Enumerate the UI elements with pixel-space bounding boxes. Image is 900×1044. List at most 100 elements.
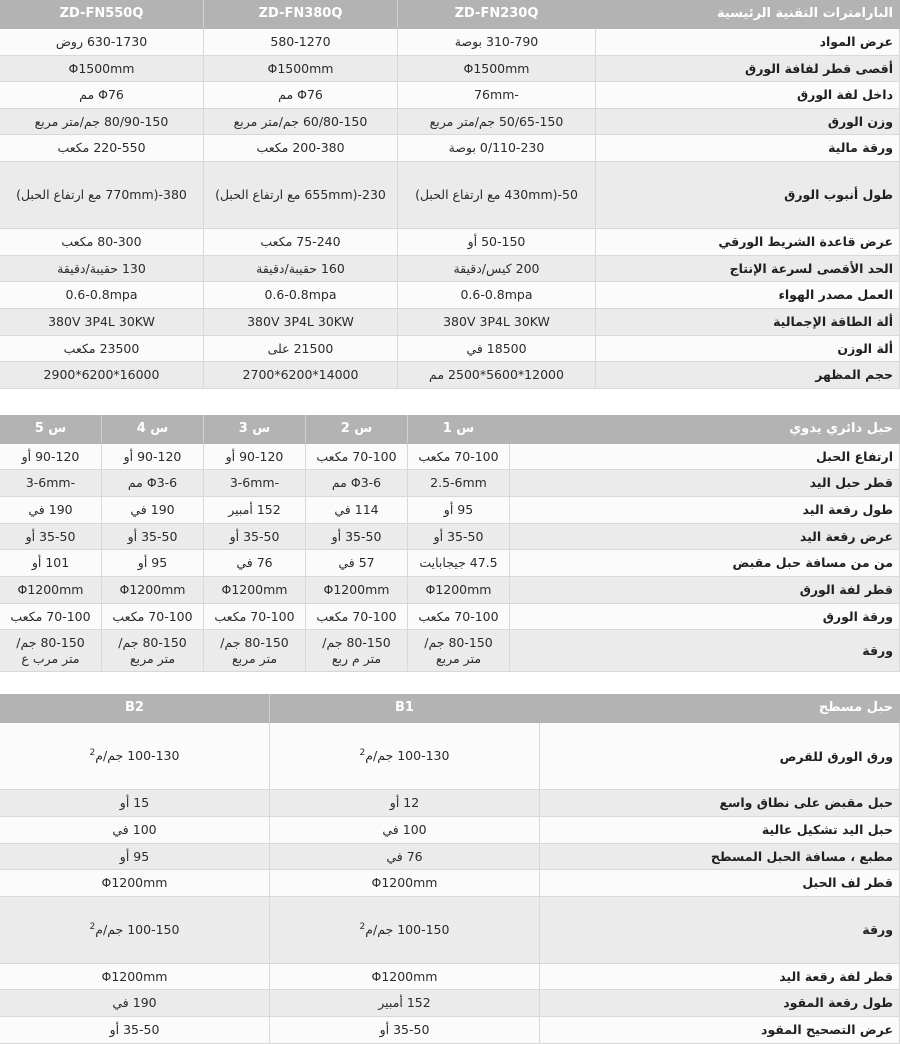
row-value-2: -3-6mm — [203, 469, 306, 497]
table2-header-col-2: س 3 — [203, 414, 306, 444]
row-value-1: 95 أو — [0, 842, 270, 871]
table2-header-col-1: س 2 — [305, 414, 408, 444]
table-row: قطر حبل اليد 2.5-6mm Φ3-6 مم -3-6mm Φ3-6 مم -… — [0, 469, 900, 497]
row-value-0: 70-100 مكعب — [407, 442, 510, 471]
row-value-0: 380V 3P4L 30KW — [397, 307, 596, 336]
row-label: قطر لفة رقعة اليد — [539, 962, 900, 991]
row-value-4: -3-6mm — [0, 469, 102, 497]
table-row: ورقة 80-150 جم/متر مربع 80-150 جم/متر م رب… — [0, 629, 900, 673]
row-value-0: 70-100 مكعب — [407, 602, 510, 631]
row-label: ألة الطاقة الإجمالية — [595, 307, 900, 336]
table-header: البارامترات التقنية الرئيسية ZD-FN230Q Z… — [0, 0, 900, 29]
row-value-0: 100-130 جم/م2 — [269, 722, 540, 791]
row-value-1: 100-130 جم/م2 — [0, 722, 270, 791]
row-value-2: 23500 مكعب — [0, 334, 204, 363]
table-gap-2 — [0, 672, 900, 694]
row-label: العمل مصدر الهواء — [595, 281, 900, 309]
row-value-2: 0.6-0.8mpa — [0, 281, 204, 309]
row-value-0: 95 أو — [407, 496, 510, 524]
row-value-4: 35-50 أو — [0, 522, 102, 551]
row-value-0: 152 أمبير — [269, 989, 540, 1018]
row-label: عرض رقعة اليد — [509, 522, 900, 551]
table-row: عرض قاعدة الشريط الورقي 50-150 أو 75-240 م… — [0, 228, 900, 256]
table-row: عرض رقعة اليد 35-50 أو 35-50 أو 35-50 أو 35-… — [0, 522, 900, 551]
row-label: قطر حبل اليد — [509, 469, 900, 497]
table-flat-handle-rope: حبل مسطح B1 B2 ورق الورق للقرص 100-130 جم… — [0, 694, 900, 1044]
table1-header-col-0: ZD-FN230Q — [397, 0, 596, 29]
row-value-1: 190 في — [0, 989, 270, 1018]
table3-header-label: حبل مسطح — [539, 694, 900, 724]
row-value-1: 200-380 مكعب — [203, 134, 398, 163]
row-value-1: Φ3-6 مم — [305, 469, 408, 497]
table3-body: ورق الورق للقرص 100-130 جم/م2 100-130 جم/م… — [0, 722, 900, 1044]
row-value-0: Φ1500mm — [397, 54, 596, 83]
row-label: عرض التصحيح المقود — [539, 1016, 900, 1044]
row-value-0: 80-150 جم/متر مربع — [407, 629, 510, 673]
table3-header-col-0: B1 — [269, 694, 540, 724]
row-value-2: 220-550 مكعب — [0, 134, 204, 163]
row-value-1: Φ1200mm — [0, 962, 270, 991]
row-value-1: 580-1270 — [203, 27, 398, 56]
row-value-2: 16000*6200*2900 — [0, 361, 204, 389]
table-header: حبل مسطح B1 B2 — [0, 694, 900, 724]
table-row: ارتفاع الحبل 70-100 مكعب 70-100 مكعب 90-120… — [0, 442, 900, 471]
row-value-2: Φ1200mm — [203, 575, 306, 604]
row-value-0: 47.5 جيجابايت — [407, 549, 510, 577]
table-row: مطبع ، مسافة الحبل المسطح 76 في 95 أو — [0, 842, 900, 871]
table-row: قطر لفة رقعة اليد Φ1200mm Φ1200mm — [0, 962, 900, 991]
row-label: قطر لف الحبل — [539, 869, 900, 897]
row-value-1: 35-50 أو — [305, 522, 408, 551]
row-label: ورقة — [539, 895, 900, 964]
table-row: من من مسافة حبل مقبض 47.5 جيجابايت 57 في 76… — [0, 549, 900, 577]
row-value-0: Φ1200mm — [269, 869, 540, 897]
row-value-0: 50/65-150 جم/متر مربع — [397, 107, 596, 136]
row-value-1: Φ76 مم — [203, 81, 398, 109]
row-value-0: 0.6-0.8mpa — [397, 281, 596, 309]
row-value-4: 70-100 مكعب — [0, 602, 102, 631]
row-value-0: 2.5-6mm — [407, 469, 510, 497]
row-value-2: 70-100 مكعب — [203, 602, 306, 631]
table2-body: ارتفاع الحبل 70-100 مكعب 70-100 مكعب 90-120… — [0, 442, 900, 673]
table1-header-col-2: ZD-FN550Q — [0, 0, 204, 29]
row-value-1: Φ1500mm — [203, 54, 398, 83]
table-header: حبل دائري يدوي س 1 س 2 س 3 س 4 س 5 — [0, 414, 900, 444]
table-row: قطر لف الحبل Φ1200mm Φ1200mm — [0, 869, 900, 897]
row-label: أقصى قطر لفافة الورق — [595, 54, 900, 83]
table-row: قطر لفة الورق Φ1200mm Φ1200mm Φ1200mm Φ1200m… — [0, 575, 900, 604]
row-label: طول رقعة اليد — [509, 496, 900, 524]
table-row: أقصى قطر لفافة الورق Φ1500mm Φ1500mm Φ1500m… — [0, 54, 900, 83]
row-value-0: 200 كيس/دقيقة — [397, 254, 596, 283]
row-value-3: 80-150 جم/متر مربع — [101, 629, 204, 673]
row-value-1: 15 أو — [0, 789, 270, 817]
row-label: حبل مقبض على نطاق واسع — [539, 789, 900, 817]
table-row: ورق الورق للقرص 100-130 جم/م2 100-130 جم/م… — [0, 722, 900, 791]
row-label: طول رقعة المقود — [539, 989, 900, 1018]
row-value-1: 14000*6200*2700 — [203, 361, 398, 389]
row-value-0: 12 أو — [269, 789, 540, 817]
table-row: الحد الأقصى لسرعة الإنتاج 200 كيس/دقيقة 16… — [0, 254, 900, 283]
row-value-1: 380V 3P4L 30KW — [203, 307, 398, 336]
row-label: ورقة — [509, 629, 900, 673]
row-value-1: 75-240 مكعب — [203, 228, 398, 256]
row-label: ورق الورق للقرص — [539, 722, 900, 791]
table-row: طول رقعة اليد 95 أو 114 في 152 أمبير 190 في 1… — [0, 496, 900, 524]
row-value-4: 80-150 جم/متر مرب ع — [0, 629, 102, 673]
row-value-4: 190 في — [0, 496, 102, 524]
row-value-3: Φ1200mm — [101, 575, 204, 604]
table-header-row: حبل مسطح B1 B2 — [0, 694, 900, 724]
table-header-row: حبل دائري يدوي س 1 س 2 س 3 س 4 س 5 — [0, 414, 900, 444]
row-value-2: 152 أمبير — [203, 496, 306, 524]
row-value-4: Φ1200mm — [0, 575, 102, 604]
table2-header-col-4: س 5 — [0, 414, 102, 444]
table-row: عرض التصحيح المقود 35-50 أو 35-50 أو — [0, 1016, 900, 1044]
row-value-2: Φ76 مم — [0, 81, 204, 109]
table-row: ورقة مالية 0/110-230 بوصة 200-380 مكعب 220-… — [0, 134, 900, 163]
row-value-0: 35-50 أو — [269, 1016, 540, 1044]
row-value-0: Φ1200mm — [269, 962, 540, 991]
row-value-3: 95 أو — [101, 549, 204, 577]
row-value-2: 380-(770mm مع ارتفاع الحبل) — [0, 161, 204, 230]
row-value-0: -76mm — [397, 81, 596, 109]
row-value-0: Φ1200mm — [407, 575, 510, 604]
row-value-0: 100 في — [269, 815, 540, 844]
